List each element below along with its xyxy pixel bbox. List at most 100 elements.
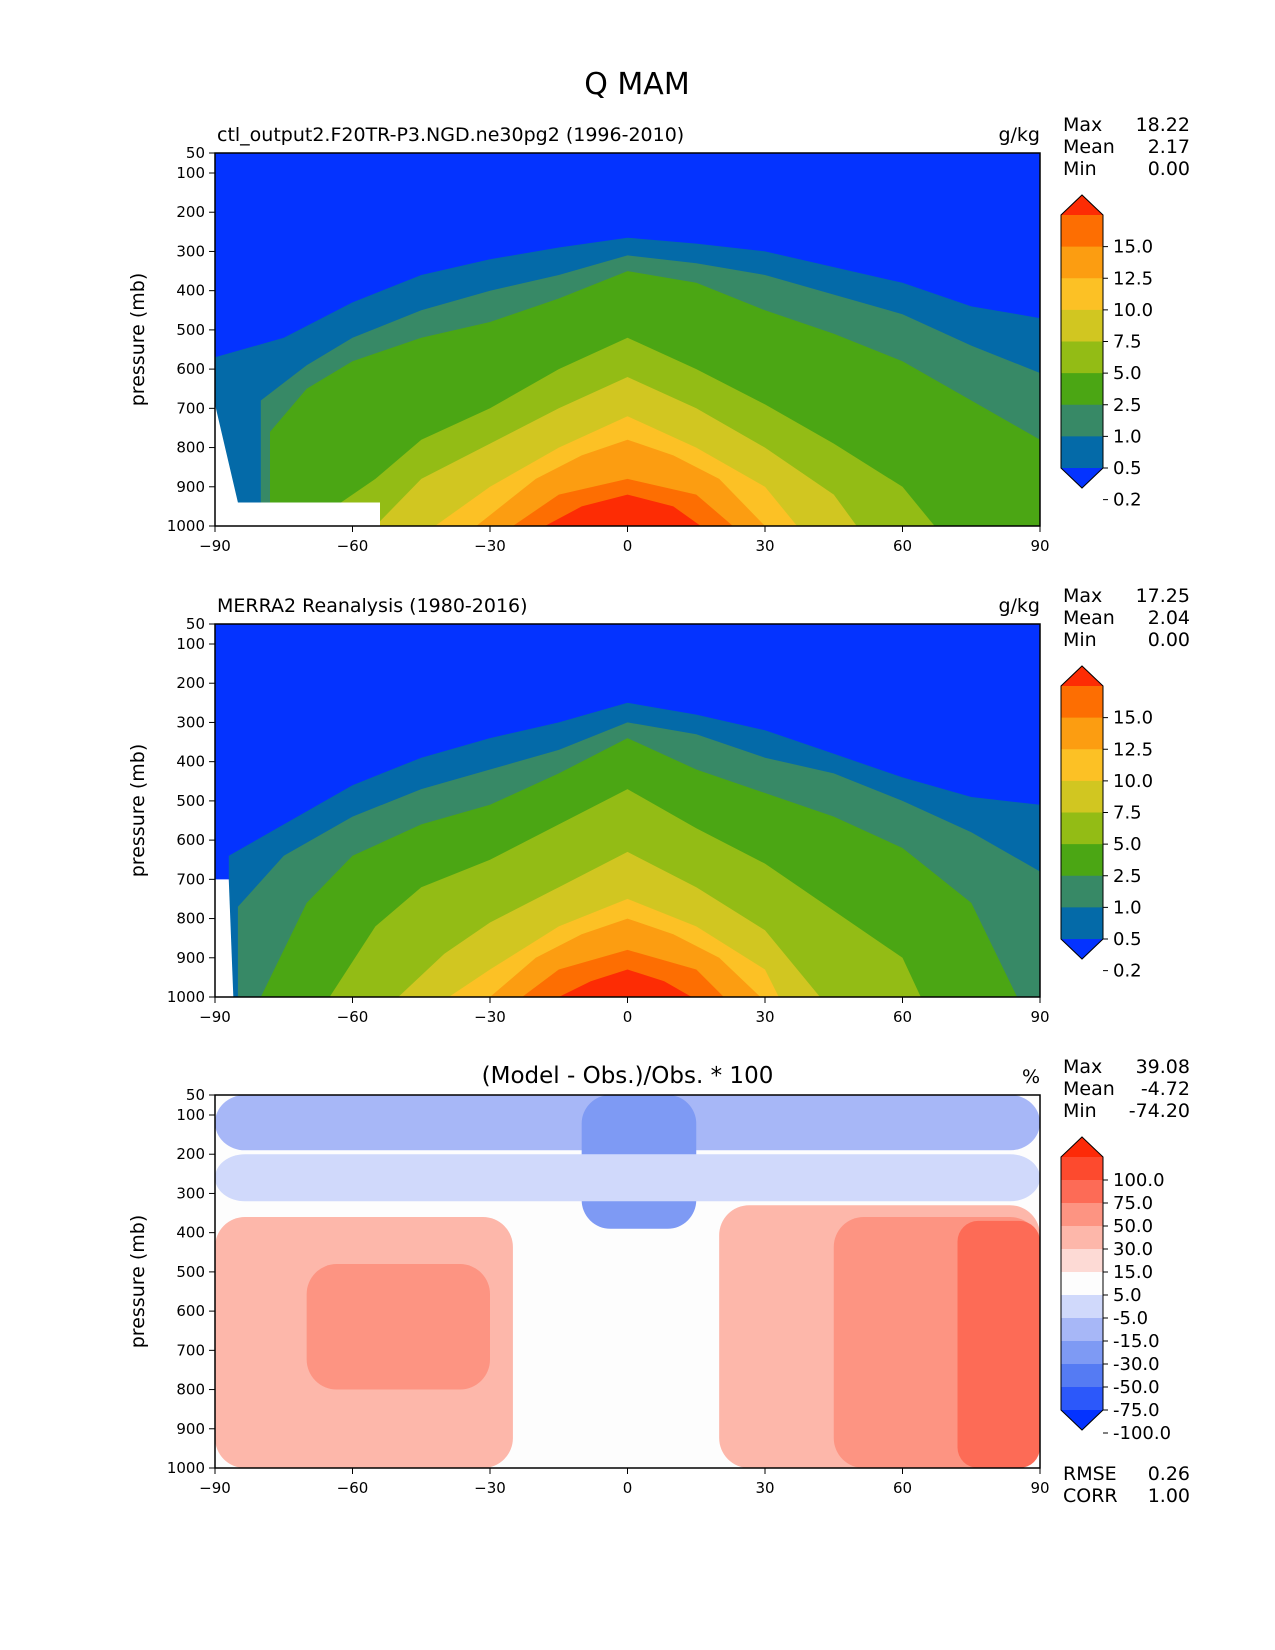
- y-tick-label: 300: [176, 242, 205, 260]
- colorbar-label: 10.0: [1113, 771, 1153, 792]
- x-tick-label: 90: [1030, 1479, 1049, 1497]
- colorbar-label: -75.0: [1113, 1400, 1160, 1421]
- colorbar-segment: [1061, 1203, 1103, 1227]
- x-tick-label: −60: [337, 1008, 369, 1026]
- colorbar-segment: [1061, 341, 1103, 374]
- panel-title: MERRA2 Reanalysis (1980-2016): [217, 595, 528, 617]
- x-tick-label: 60: [893, 1479, 912, 1497]
- colorbar-segment: [1061, 1387, 1103, 1411]
- stat-value: 0.00: [1148, 629, 1190, 651]
- stat-label: Max: [1063, 585, 1102, 607]
- colorbar-bottom-extend: [1061, 468, 1103, 488]
- stat-label: RMSE: [1063, 1463, 1117, 1485]
- x-tick-label: −30: [474, 537, 506, 555]
- colorbar-segment: [1061, 309, 1103, 342]
- colorbar-segment: [1061, 404, 1103, 437]
- panel-model: ctl_output2.F20TR-P3.NGD.ne30pg2 (1996-2…: [127, 114, 1190, 555]
- y-tick-label: 900: [176, 1420, 205, 1438]
- plot-area: [215, 1095, 1040, 1468]
- colorbar-label: 0.5: [1113, 929, 1142, 950]
- colorbar-segment: [1061, 717, 1103, 750]
- colorbar-label: -30.0: [1113, 1354, 1160, 1375]
- stat-value: 2.04: [1148, 607, 1190, 629]
- colorbar-segment: [1061, 1341, 1103, 1365]
- plot-area: [215, 624, 1040, 997]
- x-tick-label: 30: [755, 1479, 774, 1497]
- fill-region-4: [306, 1264, 490, 1390]
- x-tick-label: −90: [199, 537, 231, 555]
- colorbar-label: -15.0: [1113, 1331, 1160, 1352]
- stat-label: CORR: [1063, 1485, 1118, 1507]
- colorbar-label: -50.0: [1113, 1377, 1160, 1398]
- colorbar-label: 7.5: [1113, 332, 1142, 353]
- colorbar-top-extend: [1061, 195, 1103, 215]
- panel-title: (Model - Obs.)/Obs. * 100: [482, 1063, 774, 1089]
- y-tick-label: 600: [176, 360, 205, 378]
- colorbar-label: 5.0: [1113, 834, 1142, 855]
- colorbar-label: 0.2: [1113, 961, 1142, 982]
- colorbar-segment: [1061, 215, 1103, 248]
- y-tick-label: 700: [176, 399, 205, 417]
- x-tick-label: 0: [623, 1479, 633, 1497]
- fill-band-9: [545, 494, 701, 526]
- colorbar-segment: [1061, 1364, 1103, 1388]
- colorbar-label: 7.5: [1113, 803, 1142, 824]
- colorbar-segment: [1061, 436, 1103, 469]
- x-tick-label: −90: [199, 1479, 231, 1497]
- stat-value: 0.26: [1148, 1463, 1190, 1485]
- colorbar-bottom-extend: [1061, 939, 1103, 959]
- y-tick-label: 500: [176, 792, 205, 810]
- colorbar-segment: [1061, 246, 1103, 279]
- fill-region-2: [215, 1154, 1040, 1202]
- y-tick-label: 900: [176, 478, 205, 496]
- colorbar-segment: [1061, 278, 1103, 311]
- x-tick-label: 30: [755, 537, 774, 555]
- x-tick-label: 90: [1030, 1008, 1049, 1026]
- stat-label: Min: [1063, 629, 1097, 651]
- x-tick-label: 30: [755, 1008, 774, 1026]
- colorbar-segment: [1061, 686, 1103, 719]
- y-tick-label: 50: [186, 144, 205, 162]
- y-axis-label: pressure (mb): [127, 273, 149, 407]
- colorbar-segment: [1061, 1318, 1103, 1342]
- panel-difference: (Model - Obs.)/Obs. * 100 %50100200300400…: [127, 1056, 1190, 1507]
- colorbar-label: 12.5: [1113, 739, 1153, 760]
- y-tick-label: 500: [176, 321, 205, 339]
- colorbar-label: 15.0: [1113, 1262, 1153, 1283]
- x-tick-label: −60: [337, 537, 369, 555]
- stat-label: Mean: [1063, 607, 1115, 629]
- x-tick-label: 0: [623, 537, 633, 555]
- units-label: g/kg: [998, 124, 1040, 146]
- plot-area: [215, 153, 1040, 526]
- stat-label: Max: [1063, 114, 1102, 136]
- colorbar-segment: [1061, 373, 1103, 406]
- colorbar-label: 100.0: [1113, 1170, 1165, 1191]
- y-tick-label: 50: [186, 1086, 205, 1104]
- y-tick-label: 600: [176, 831, 205, 849]
- colorbar-top-extend: [1061, 666, 1103, 686]
- y-tick-label: 600: [176, 1302, 205, 1320]
- x-tick-label: 60: [893, 537, 912, 555]
- stat-label: Min: [1063, 158, 1097, 180]
- y-tick-label: 400: [176, 282, 205, 300]
- y-tick-label: 50: [186, 615, 205, 633]
- fill-region-7: [957, 1220, 1040, 1468]
- y-tick-label: 500: [176, 1263, 205, 1281]
- figure-title: Q MAM: [584, 67, 689, 102]
- stat-value: 2.17: [1148, 136, 1190, 158]
- y-tick-label: 200: [176, 1145, 205, 1163]
- stat-label: Mean: [1063, 1078, 1115, 1100]
- colorbar-label: 0.5: [1113, 458, 1142, 479]
- colorbar-segment: [1061, 749, 1103, 782]
- colorbar-segment: [1061, 812, 1103, 845]
- colorbar-segment: [1061, 1249, 1103, 1273]
- colorbar-label: -100.0: [1113, 1423, 1171, 1444]
- x-tick-label: −30: [474, 1008, 506, 1026]
- stat-label: Max: [1063, 1056, 1102, 1078]
- x-tick-label: −30: [474, 1479, 506, 1497]
- y-tick-label: 1000: [167, 988, 205, 1006]
- colorbar-label: 15.0: [1113, 708, 1153, 729]
- stat-label: Mean: [1063, 136, 1115, 158]
- y-tick-label: 100: [176, 164, 205, 182]
- y-tick-label: 200: [176, 674, 205, 692]
